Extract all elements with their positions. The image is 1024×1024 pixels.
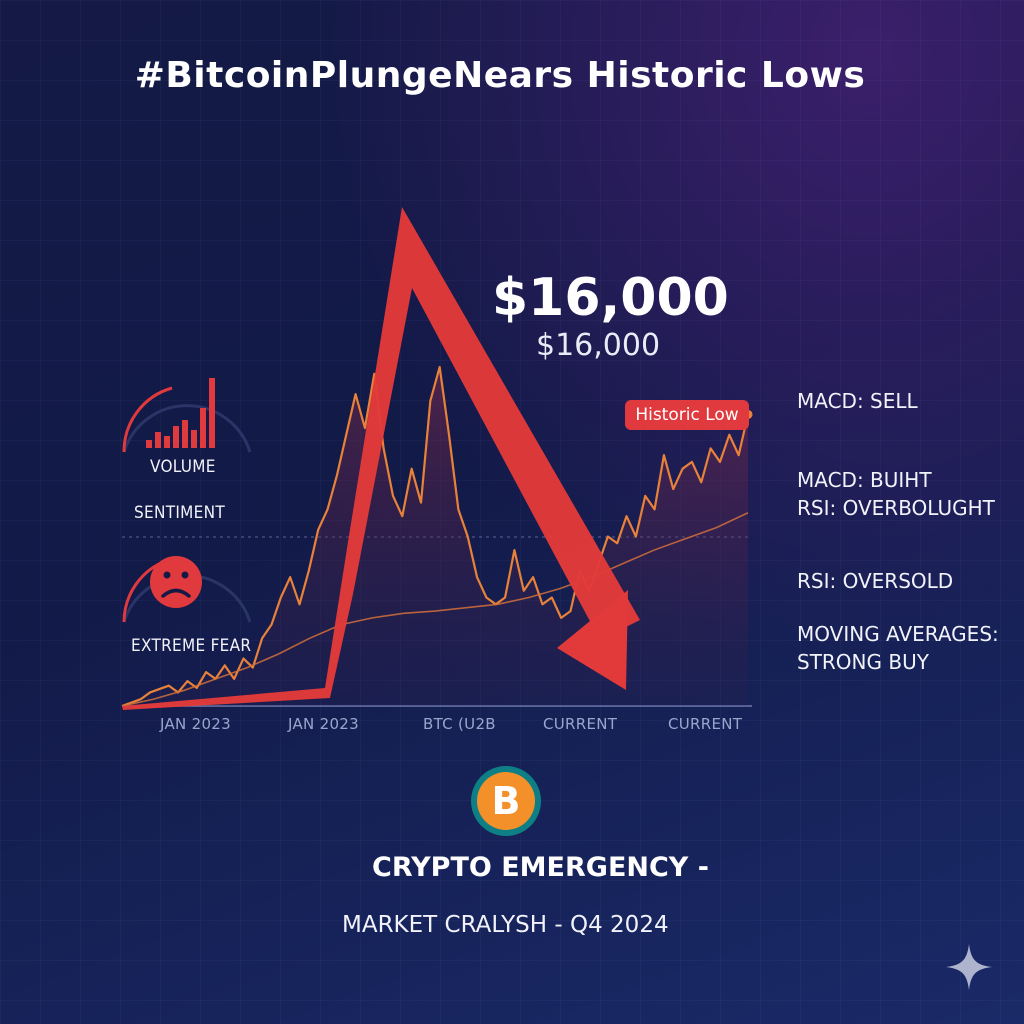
fear-gauge bbox=[122, 556, 252, 623]
volume-bar bbox=[200, 408, 206, 448]
extreme-fear-label: EXTREME FEAR bbox=[131, 636, 252, 656]
volume-gauge bbox=[122, 378, 252, 453]
volume-bar bbox=[182, 420, 188, 448]
indicator-rsi-oversold: RSI: OVERSOLD bbox=[797, 569, 954, 593]
x-tick-label: BTC (U2B bbox=[423, 715, 496, 733]
price-line bbox=[121, 365, 750, 708]
crash-arrow-icon bbox=[122, 207, 640, 710]
historic-low-badge: Historic Low bbox=[625, 400, 749, 430]
indicator-macd-sell: MACD: SELL bbox=[797, 389, 918, 413]
volume-bar bbox=[155, 432, 161, 448]
x-tick-label: JAN 2023 bbox=[288, 715, 359, 733]
sparkle-icon bbox=[946, 944, 992, 990]
price-headline: $16,000 bbox=[492, 268, 729, 328]
volume-bar bbox=[209, 378, 215, 448]
indicator-rsi-overbought: RSI: OVERBOLUGHT bbox=[797, 496, 995, 520]
sentiment-label: SENTIMENT bbox=[134, 503, 225, 523]
bitcoin-symbol: B bbox=[477, 772, 535, 830]
bitcoin-coin-icon: B bbox=[471, 766, 541, 836]
volume-bar bbox=[146, 440, 152, 448]
x-tick-label: CURRENT bbox=[668, 715, 743, 733]
moving-average-line bbox=[121, 512, 749, 707]
page-title: #BitcoinPlungeNears Historic Lows bbox=[134, 55, 866, 96]
volume-bar bbox=[164, 436, 170, 448]
volume-bar bbox=[191, 430, 197, 448]
indicator-strong-buy: STRONG BUY bbox=[797, 650, 929, 674]
volume-label: VOLUME bbox=[150, 457, 216, 477]
indicator-moving-averages: MOVING AVERAGES: bbox=[797, 622, 999, 646]
indicator-macd-buiht: MACD: BUIHT bbox=[797, 468, 932, 492]
footer-text: MARKET CRALYSH - Q4 2024 bbox=[342, 912, 669, 938]
x-tick-label: CURRENT bbox=[543, 715, 618, 733]
sad-face-icon bbox=[150, 556, 202, 608]
volume-bar bbox=[173, 426, 179, 448]
x-tick-label: JAN 2023 bbox=[160, 715, 231, 733]
subtitle: CRYPTO EMERGENCY - bbox=[372, 852, 709, 883]
price-subheadline: $16,000 bbox=[536, 328, 661, 363]
